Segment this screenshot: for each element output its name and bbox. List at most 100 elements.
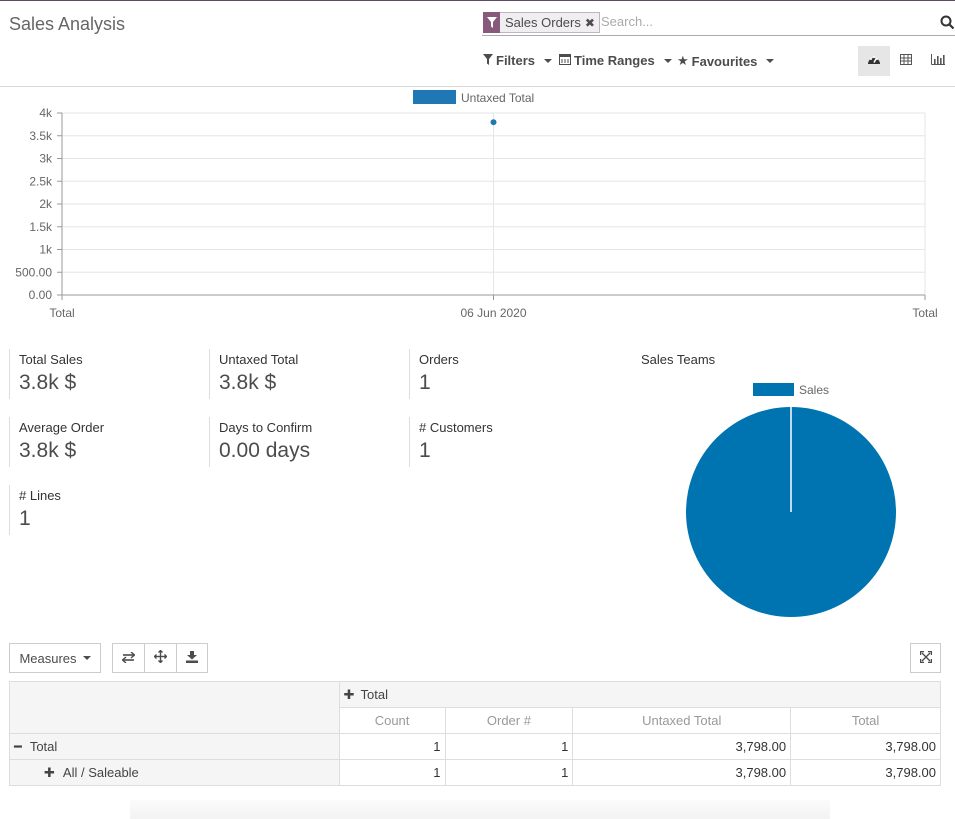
table-cell: 3,798.00 [572, 759, 792, 786]
search-bar: Sales Orders ✖ [482, 12, 955, 36]
line-chart-svg: 0.00 500.00 1k 1.5k 2k 2.5k 3k 3.5k 4k Total 06 Ju… [15, 90, 938, 320]
row-header-all-saleable[interactable]: ✚ All / Saleable [9, 759, 340, 786]
pivot-col-header-total[interactable]: ✚ Total [338, 681, 942, 708]
y-tick-label: 0.00 [29, 288, 53, 302]
kpi-label: # Lines [19, 488, 61, 503]
measure-header-order[interactable]: Order # [444, 707, 574, 734]
kpi-orders[interactable]: Orders 1 [409, 349, 599, 399]
y-tick-label: 500.00 [15, 265, 52, 279]
chevron-down-icon [82, 656, 91, 660]
y-tick-label: 1k [39, 243, 53, 257]
table-cell: 3,798.00 [790, 733, 941, 760]
fullscreen-button[interactable] [910, 643, 941, 673]
table-cell: 3,798.00 [572, 733, 792, 760]
chevron-down-icon [544, 58, 553, 63]
kpi-days-to-confirm[interactable]: Days to Confirm 0.00 days [209, 417, 399, 467]
kpi-total-sales[interactable]: Total Sales 3.8k $ [9, 349, 199, 399]
kpi-value: 0.00 days [219, 439, 311, 462]
minus-icon: ━ [14, 738, 22, 754]
facet-remove-icon[interactable]: ✖ [584, 15, 595, 30]
table-cell: 3,798.00 [790, 759, 941, 786]
bar-chart-icon [931, 52, 945, 70]
kpi-label: # Customers [419, 420, 493, 435]
measures-dropdown[interactable]: Measures [9, 643, 101, 673]
flip-axis-button[interactable] [112, 643, 145, 673]
time-ranges-label: Time Ranges [574, 53, 655, 68]
pivot-icon [900, 52, 912, 70]
exchange-icon [121, 650, 136, 666]
expand-all-button[interactable] [144, 643, 177, 673]
page-title: Sales Analysis [9, 14, 126, 34]
table-row: ━ Total 1 1 3,798.00 3,798.00 [9, 733, 941, 760]
kpi-value: 3.8k $ [219, 371, 277, 394]
chevron-down-icon [766, 59, 775, 63]
plus-icon: ✚ [343, 686, 355, 702]
table-cell: 1 [338, 733, 446, 760]
untaxed-total-line-chart: 0.00 500.00 1k 1.5k 2k 2.5k 3k 3.5k 4k Total 06 Ju… [0, 88, 955, 323]
control-panel: Sales Analysis Sales Orders ✖ Filters Ti… [0, 1, 955, 87]
kpi-label: Untaxed Total [219, 352, 299, 367]
filters-dropdown[interactable]: Filters [483, 53, 553, 68]
top-border [0, 0, 955, 1]
time-ranges-dropdown[interactable]: Time Ranges [559, 53, 672, 68]
kpi-value: 1 [419, 439, 431, 462]
measure-header-untaxed-total[interactable]: Untaxed Total [572, 707, 792, 734]
kpi-average-order[interactable]: Average Order 3.8k $ [9, 417, 199, 467]
x-tick-label: 06 Jun 2020 [460, 306, 526, 320]
y-tick-label: 3k [39, 152, 53, 166]
col-header-label: Total [360, 686, 388, 702]
kpi-untaxed-total[interactable]: Untaxed Total 3.8k $ [209, 349, 399, 399]
pivot-table: ✚ Total Count Order # Untaxed Total Total… [9, 681, 942, 786]
search-facet[interactable]: Sales Orders ✖ [483, 12, 600, 33]
arrows-icon [153, 649, 168, 666]
expand-icon [919, 650, 932, 666]
search-icon[interactable] [940, 15, 955, 35]
filters-label: Filters [496, 53, 536, 68]
kpi-label: Average Order [19, 420, 105, 435]
y-tick-label: 2.5k [29, 174, 53, 188]
measure-header-total[interactable]: Total [790, 707, 941, 734]
kpi-customers[interactable]: # Customers 1 [409, 417, 599, 467]
kpi-label: Orders [419, 352, 459, 367]
kpi-label: Total Sales [19, 352, 83, 367]
sales-teams-title: Sales Teams [641, 352, 716, 367]
y-tick-label: 4k [39, 106, 53, 120]
table-cell: 1 [444, 759, 574, 786]
legend-swatch [413, 90, 456, 104]
table-cell: 1 [444, 733, 574, 760]
sales-teams-pie-chart: Sales [686, 383, 896, 617]
kpi-value: 1 [419, 371, 431, 394]
y-tick-label: 2k [39, 197, 53, 211]
legend-swatch [753, 383, 794, 396]
measures-label: Measures [19, 650, 77, 666]
calendar-icon [559, 53, 571, 68]
measure-header-count[interactable]: Count [338, 707, 446, 734]
row-header-total[interactable]: ━ Total [9, 733, 340, 760]
bottom-shadow [130, 800, 830, 819]
y-tick-label: 3.5k [29, 129, 53, 143]
plus-icon: ✚ [44, 764, 55, 780]
favourites-dropdown[interactable]: ★ Favourites [677, 53, 775, 69]
funnel-icon [483, 53, 493, 68]
pivot-view-button[interactable] [890, 46, 922, 76]
table-cell: 1 [338, 759, 446, 786]
legend-label: Sales [799, 383, 829, 397]
legend-label: Untaxed Total [461, 91, 534, 105]
chevron-down-icon [663, 58, 672, 63]
table-row: ✚ All / Saleable 1 1 3,798.00 3,798.00 [9, 759, 941, 786]
kpi-value: 3.8k $ [19, 439, 77, 462]
search-input[interactable] [601, 14, 931, 29]
facet-label: Sales Orders [505, 15, 581, 30]
filter-icon [483, 12, 500, 33]
y-tick-label: 1.5k [29, 220, 53, 234]
dashboard-view-button[interactable] [858, 46, 890, 76]
graph-view-button[interactable] [922, 46, 954, 76]
download-icon [186, 650, 198, 666]
row-label: All / Saleable [62, 764, 139, 780]
download-button[interactable] [176, 643, 208, 673]
kpi-lines[interactable]: # Lines 1 [9, 485, 199, 535]
kpi-label: Days to Confirm [219, 420, 313, 435]
pivot-corner [9, 681, 340, 734]
kpi-value: 1 [19, 507, 31, 530]
kpi-value: 3.8k $ [19, 371, 77, 394]
